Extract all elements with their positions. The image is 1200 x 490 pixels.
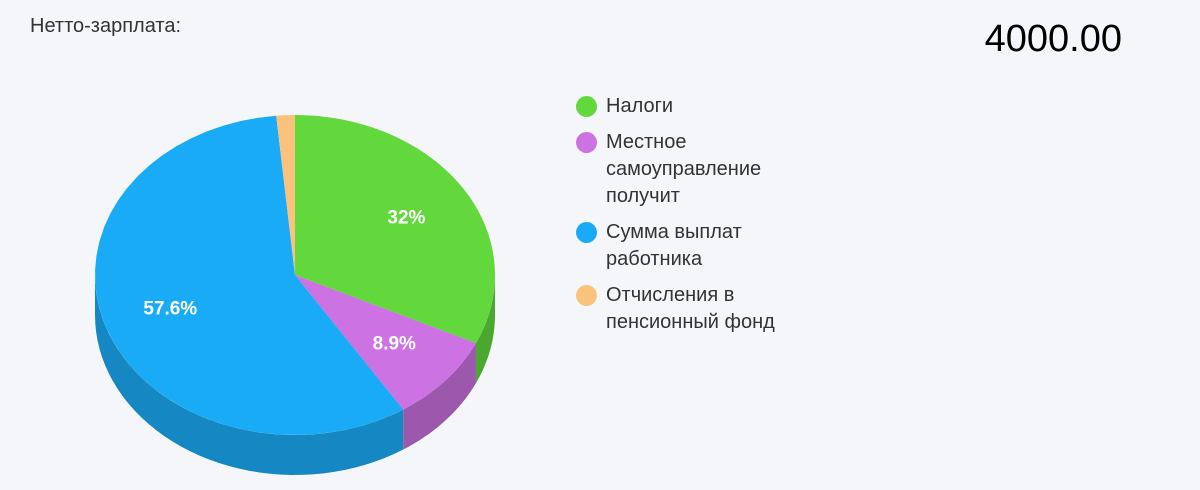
legend-swatch [576,285,597,306]
legend-swatch [576,222,597,243]
amount: 4000.00 [984,18,1122,60]
value-label: 57.6% [143,299,197,320]
value-label: 8.9% [373,334,416,355]
legend-label: Налоги [606,95,674,117]
legend-label: Местное самоуправление получит [606,131,762,207]
slice-side [95,275,404,475]
slice [295,275,476,410]
slice [276,115,295,275]
legend-item[interactable]: Сумма выплат работника [576,219,791,273]
legend: Налоги Местное самоуправление получит Сумм… [576,93,791,345]
legend-swatch [576,132,597,153]
legend-item[interactable]: Местное самоуправление получит [576,129,791,210]
slice-side [475,275,495,384]
slice [95,115,404,435]
pie-chart: 32% 8.9% 57.6% [95,115,495,475]
legend-swatch [576,96,597,117]
slice-side [403,343,476,450]
legend-label: Отчисления в пенсионный фонд [606,284,775,333]
title-label: Нетто-зарплата: [30,15,181,37]
legend-label: Сумма выплат работника [606,221,742,270]
slice [295,115,495,344]
value-label: 32% [387,207,425,228]
legend-item[interactable]: Налоги [576,93,791,120]
legend-item[interactable]: Отчисления в пенсионный фонд [576,282,791,336]
